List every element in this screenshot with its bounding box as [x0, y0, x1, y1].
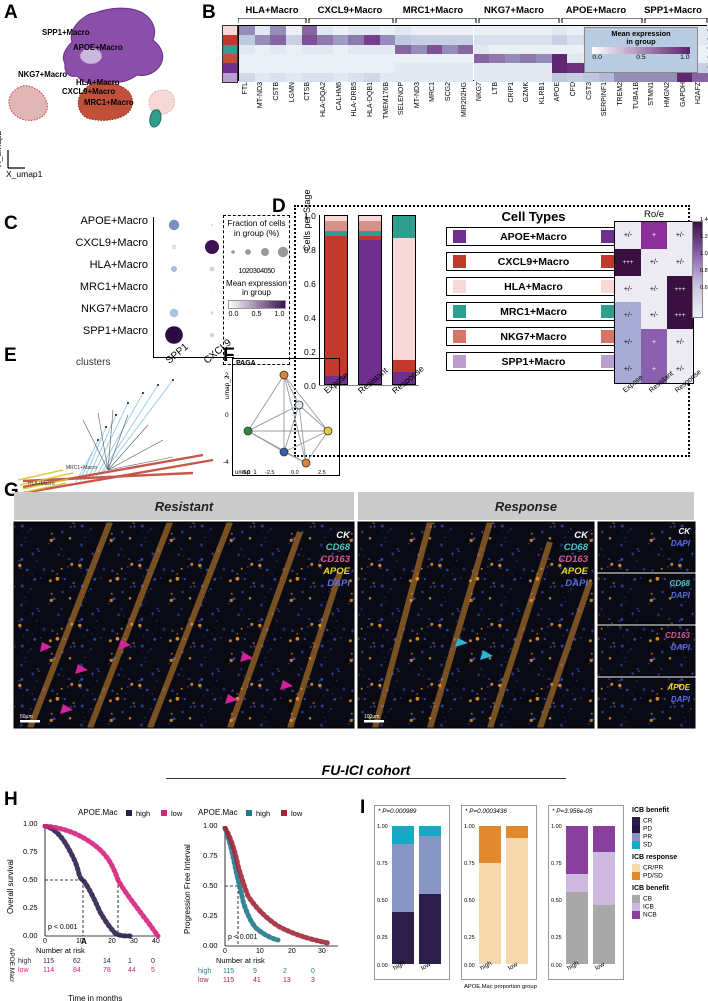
svg-text:DAPI: DAPI: [671, 643, 691, 652]
svg-text:p < 0.001: p < 0.001: [48, 924, 77, 931]
svg-text:X_umap1: X_umap1: [6, 169, 43, 179]
svg-text:DAPI: DAPI: [671, 539, 691, 548]
svg-text:high: high: [256, 809, 270, 818]
svg-text:CD163: CD163: [320, 554, 350, 565]
svg-text:NKG7+Macro: NKG7+Macro: [18, 70, 67, 79]
svg-text:CD68: CD68: [670, 579, 691, 588]
svg-text:CK: CK: [336, 530, 351, 541]
svg-text:2.5: 2.5: [318, 470, 326, 476]
svg-text:APOE: APOE: [560, 566, 589, 577]
svg-text:0.0: 0.0: [291, 470, 299, 476]
svg-text:CXCL9+Macro: CXCL9+Macro: [62, 87, 115, 96]
svg-text:DAPI: DAPI: [565, 578, 588, 589]
svg-text:APOE+Macro: APOE+Macro: [73, 43, 123, 52]
svg-text:low: low: [171, 809, 183, 818]
svg-text:DAPI: DAPI: [671, 591, 691, 600]
svg-text:APOE: APOE: [666, 683, 690, 692]
svg-text:CK: CK: [574, 530, 589, 541]
svg-text:APOE: APOE: [322, 566, 351, 577]
svg-text:DAPI: DAPI: [671, 695, 691, 704]
svg-text:100μm: 100μm: [364, 714, 379, 720]
svg-text:X_umap2: X_umap2: [0, 130, 3, 167]
svg-text:-2.5: -2.5: [265, 470, 274, 476]
svg-text:DAPI: DAPI: [327, 578, 350, 589]
svg-text:MRC1+Macro: MRC1+Macro: [84, 98, 134, 107]
svg-text:CD68: CD68: [564, 542, 589, 553]
svg-text:-5.0: -5.0: [241, 470, 250, 476]
svg-text:50μm: 50μm: [20, 714, 33, 720]
svg-text:CK: CK: [678, 527, 691, 536]
svg-text:HLA+Macro: HLA+Macro: [76, 78, 120, 87]
svg-text:SPP1+Macro: SPP1+Macro: [42, 28, 90, 37]
svg-text:MRC1+Macro: MRC1+Macro: [66, 465, 97, 471]
svg-text:Resistant: Resistant: [155, 499, 214, 514]
svg-text:Response: Response: [495, 499, 557, 514]
svg-text:high: high: [136, 809, 150, 818]
svg-text:CD68: CD68: [326, 542, 351, 553]
svg-text:CD163: CD163: [665, 631, 690, 640]
svg-text:low: low: [291, 809, 303, 818]
svg-text:p < 0.001: p < 0.001: [228, 934, 257, 941]
svg-text:CD163: CD163: [558, 554, 588, 565]
svg-text:HLA+Macro: HLA+Macro: [28, 481, 55, 487]
